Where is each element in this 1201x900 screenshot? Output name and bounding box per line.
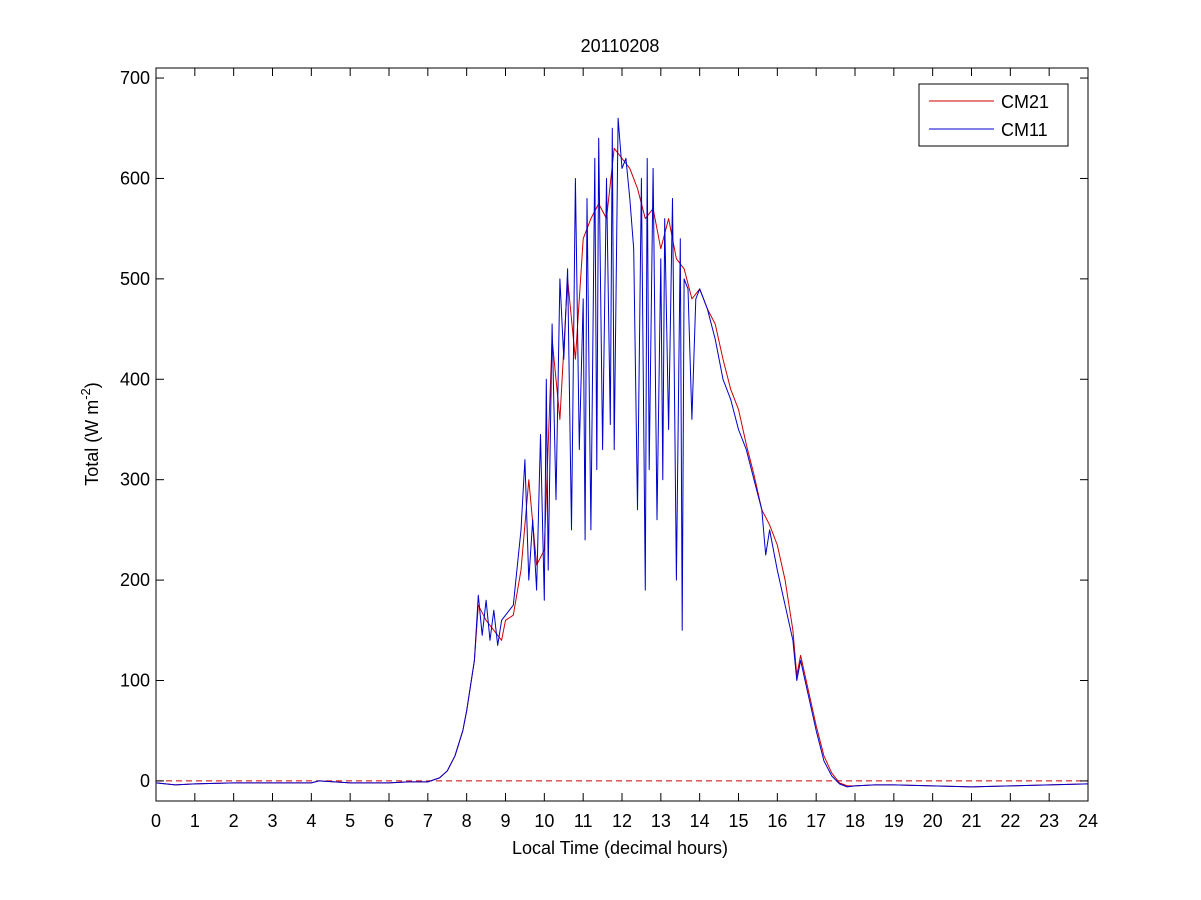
x-tick-label: 6: [384, 811, 394, 831]
x-tick-label: 18: [845, 811, 865, 831]
series-line-cm11: [155, 117, 1089, 788]
chart-title: 20110208: [581, 36, 660, 56]
y-tick-label: 500: [120, 269, 150, 289]
x-tick-label: 3: [267, 811, 277, 831]
x-tick-label: 0: [151, 811, 161, 831]
plot-area: [155, 67, 1089, 802]
x-tick-label: 17: [806, 811, 826, 831]
x-tick-label: 8: [462, 811, 472, 831]
y-tick-label: 600: [120, 168, 150, 188]
y-tick-label: 300: [120, 470, 150, 490]
x-tick-label: 7: [423, 811, 433, 831]
x-tick-label: 13: [651, 811, 671, 831]
y-tick-label: 700: [120, 68, 150, 88]
x-tick-label: 23: [1039, 811, 1059, 831]
y-axis-label-main: Total (W m: [82, 400, 102, 486]
x-tick-label: 12: [612, 811, 632, 831]
x-tick-label: 1: [190, 811, 200, 831]
legend-label-cm21: CM21: [1001, 92, 1049, 112]
series-group: [155, 117, 1089, 788]
x-tick-label: 5: [345, 811, 355, 831]
y-tick-label: 400: [120, 369, 150, 389]
y-axis-label: Total (W m-2): [78, 382, 102, 486]
x-tick-label: 22: [1000, 811, 1020, 831]
y-axis-label-superscript: -2: [78, 388, 93, 400]
x-tick-label: 20: [923, 811, 943, 831]
y-axis: 0 100 200 300 400 500 600 700: [120, 68, 1088, 791]
x-axis: 0 1 2 3 4 5 6 7 8 9 10 11 12 13 14 15 16 17 18 19 20 21 22 23 24: [151, 68, 1098, 831]
x-tick-label: 10: [534, 811, 554, 831]
legend-label-cm11: CM11: [1001, 120, 1048, 140]
x-tick-label: 15: [728, 811, 748, 831]
x-tick-label: 2: [229, 811, 239, 831]
x-tick-label: 4: [306, 811, 316, 831]
x-axis-label: Local Time (decimal hours): [512, 838, 728, 858]
x-tick-label: 24: [1078, 811, 1098, 831]
y-tick-label: 100: [120, 671, 150, 691]
y-tick-label: 200: [120, 570, 150, 590]
x-tick-label: 21: [961, 811, 981, 831]
x-tick-label: 14: [690, 811, 710, 831]
legend: CM21 CM11: [918, 83, 1069, 147]
y-tick-label: 0: [140, 771, 150, 791]
x-tick-label: 19: [884, 811, 904, 831]
y-axis-label-close: ): [82, 382, 102, 388]
x-tick-label: 11: [574, 811, 593, 831]
x-tick-label: 9: [500, 811, 510, 831]
x-tick-label: 16: [767, 811, 787, 831]
legend-box: [918, 83, 1069, 147]
